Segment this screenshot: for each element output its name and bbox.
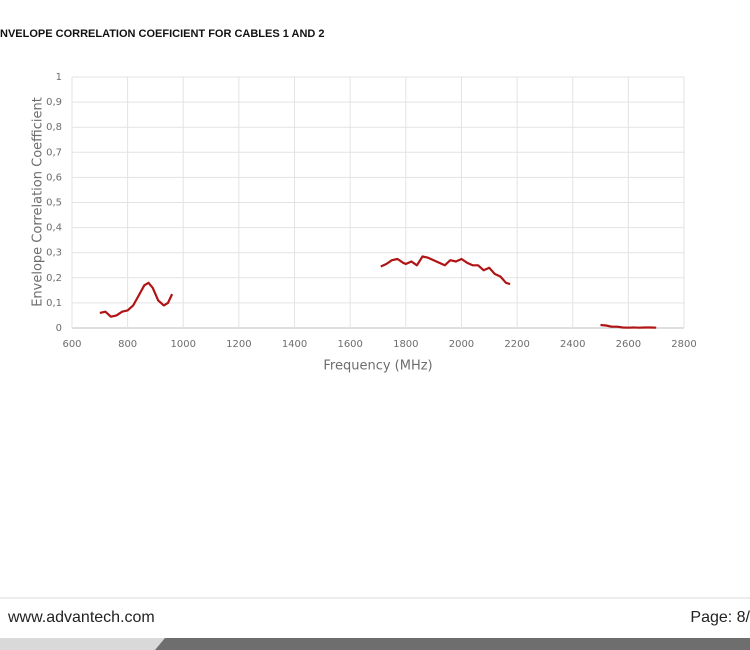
footer-page: Page: 8/ xyxy=(690,609,750,626)
x-tick-label: 800 xyxy=(118,339,137,350)
x-tick-label: 2400 xyxy=(560,339,585,350)
y-tick-label: 1 xyxy=(56,72,62,83)
data-line xyxy=(99,255,657,329)
footer-band-dark xyxy=(155,638,750,650)
x-tick-label: 1200 xyxy=(226,339,251,350)
x-tick-label: 2200 xyxy=(504,339,529,350)
footer-website: www.advantech.com xyxy=(7,609,155,626)
x-tick-label: 1600 xyxy=(337,339,362,350)
y-tick-label: 0,7 xyxy=(46,147,62,158)
y-tick-label: 0,5 xyxy=(46,198,62,209)
y-tick-label: 0,1 xyxy=(46,298,62,309)
x-tick-label: 2600 xyxy=(616,339,641,350)
x-axis-label: Frequency (MHz) xyxy=(323,359,432,374)
y-tick-label: 0,6 xyxy=(46,172,62,183)
x-tick-label: 1400 xyxy=(282,339,307,350)
y-tick-label: 0 xyxy=(56,323,62,334)
y-tick-label: 0,3 xyxy=(46,248,62,259)
x-tick-label: 1800 xyxy=(393,339,418,350)
x-tick-label: 2800 xyxy=(671,339,696,350)
y-tick-label: 0,2 xyxy=(46,273,62,284)
y-axis-label: Envelope Correlation Coefficient xyxy=(31,97,46,307)
page-title: NVELOPE CORRELATION COEFICIENT FOR CABLE… xyxy=(0,28,325,40)
x-tick-label: 1000 xyxy=(171,339,196,350)
y-tick-label: 0,8 xyxy=(46,122,62,133)
y-tick-label: 0,9 xyxy=(46,97,62,108)
x-tick-label: 600 xyxy=(62,339,81,350)
y-tick-label: 0,4 xyxy=(46,223,62,234)
x-tick-label: 2000 xyxy=(449,339,474,350)
